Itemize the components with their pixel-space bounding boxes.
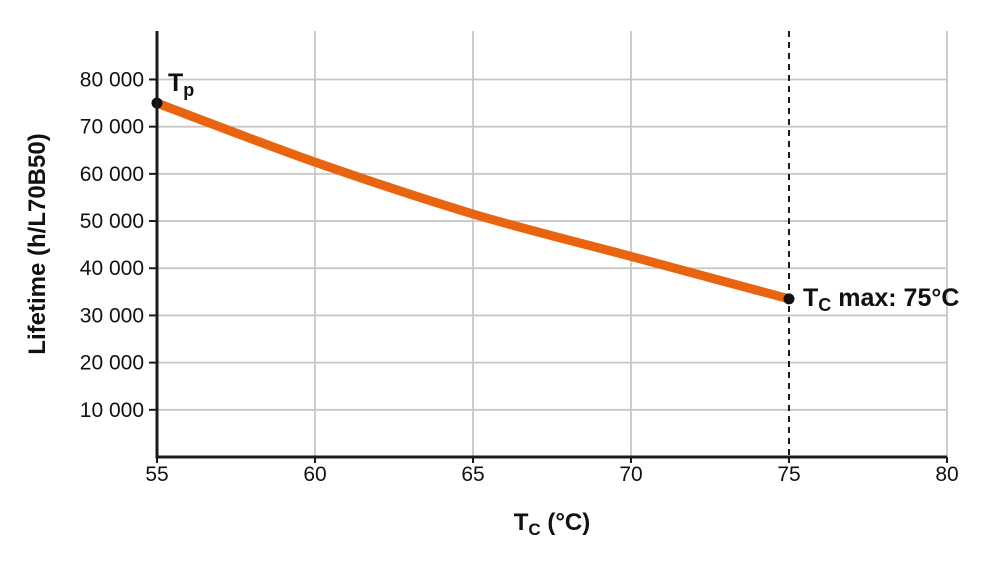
x-tick-label-70: 70 [619,463,642,486]
tp-label: Tp [168,69,194,100]
x-tick-label-80: 80 [935,463,958,486]
y-tick-label-20000: 20 000 [80,352,144,375]
y-tick-label-50000: 50 000 [80,210,144,233]
y-tick-label-80000: 80 000 [80,68,144,91]
x-tick-label-55: 55 [145,463,168,486]
x-gridlines [314,31,948,457]
x-tick-label-75: 75 [777,463,800,486]
x-axis-title: TC (°C) [514,509,591,539]
annotations: Tp TC max: 75°C [168,69,959,315]
y-tick-labels: 10 000 20 000 30 000 40 000 50 000 60 000 70 0… [80,68,144,421]
y-tick-label-60000: 60 000 [80,163,144,186]
axes [155,31,947,459]
x-tick-label-60: 60 [303,463,326,486]
y-gridlines [157,78,947,411]
tc-max-marker [783,293,795,305]
axis-ticks [149,78,948,463]
y-tick-label-40000: 40 000 [80,257,144,280]
lifetime-curve [152,98,794,304]
x-tick-label-65: 65 [461,463,484,486]
tc-max-label: TC max: 75°C [803,284,959,315]
y-tick-label-30000: 30 000 [80,304,144,327]
y-tick-label-10000: 10 000 [80,399,144,422]
y-axis-title: Lifetime (h/L70B50) [24,133,51,354]
x-tick-labels: 55 60 65 70 75 80 [145,463,958,486]
y-tick-label-70000: 70 000 [80,116,144,139]
